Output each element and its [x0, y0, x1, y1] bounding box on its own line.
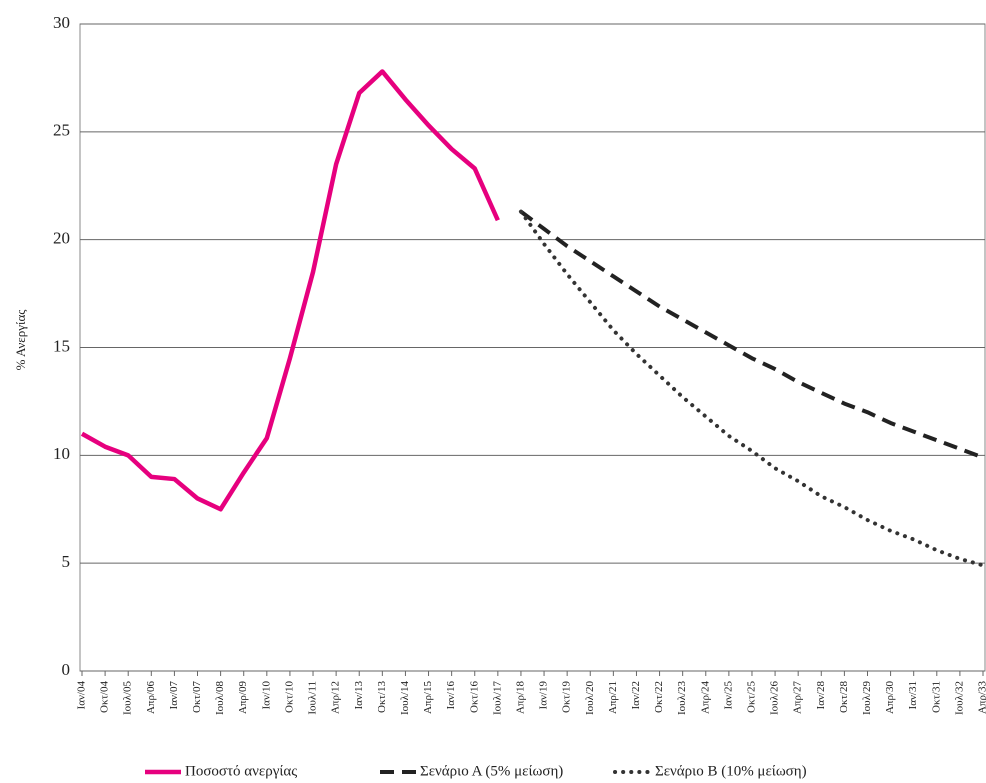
x-tick-label: Ιαν/25	[722, 681, 734, 710]
y-axis-label: % Ανεργίας	[13, 309, 28, 371]
x-tick-label: Ιαν/22	[630, 681, 642, 709]
x-tick-label: Απρ/18	[514, 681, 526, 715]
x-tick-label: Ιουλ/11	[307, 681, 319, 715]
x-tick-label: Ιαν/31	[907, 681, 919, 709]
x-tick-label: Απρ/30	[884, 681, 896, 715]
legend-label: Ποσοστό ανεργίας	[185, 763, 297, 779]
x-tick-label: Ιαν/10	[260, 681, 272, 710]
x-tick-label: Απρ/06	[145, 681, 157, 715]
series-line	[518, 209, 985, 568]
legend-label: Σενάριο Β (10% μείωση)	[655, 763, 807, 779]
x-tick-label: Ιαν/16	[445, 681, 457, 710]
x-tick-label: Ιαν/19	[538, 681, 550, 710]
x-tick-label: Ιαν/13	[353, 681, 365, 710]
x-tick-label: Οκτ/22	[653, 681, 665, 713]
x-tick-label: Οκτ/04	[99, 681, 111, 713]
x-tick-label: Απρ/27	[792, 681, 804, 715]
x-tick-label: Οκτ/16	[468, 681, 480, 713]
x-tick-label: Ιουλ/05	[122, 681, 134, 715]
y-tick-label: 30	[53, 13, 70, 32]
x-tick-label: Απρ/15	[422, 681, 434, 715]
x-tick-label: Απρ/09	[237, 681, 249, 715]
x-tick-label: Οκτ/19	[561, 681, 573, 713]
x-tick-label: Οκτ/25	[746, 681, 758, 713]
x-tick-label: Οκτ/10	[283, 681, 295, 713]
x-tick-label: Ιαν/28	[815, 681, 827, 710]
x-tick-label: Ιουλ/23	[676, 681, 688, 715]
y-tick-label: 15	[53, 336, 70, 355]
x-tick-label: Οκτ/28	[838, 681, 850, 713]
x-tick-label: Ιουλ/32	[953, 681, 965, 715]
y-tick-label: 20	[53, 229, 70, 248]
x-tick-label: Απρ/12	[330, 681, 342, 714]
x-tick-label: Ιουλ/14	[399, 681, 411, 715]
x-tick-label: Ιουλ/08	[214, 681, 226, 715]
y-tick-label: 10	[53, 444, 70, 463]
series-line	[80, 69, 500, 512]
x-tick-label: Ιαν/04	[76, 681, 88, 710]
x-tick-label: Απρ/33	[977, 681, 986, 715]
x-tick-label: Οκτ/13	[376, 681, 388, 713]
x-tick-label: Απρ/21	[607, 681, 619, 714]
x-tick-label: Ιουλ/20	[584, 681, 596, 715]
series-line	[519, 210, 984, 460]
x-tick-label: Απρ/24	[699, 681, 711, 715]
legend-label: Σενάριο Α (5% μείωση)	[420, 763, 563, 779]
x-tick-label: Ιουλ/17	[491, 681, 503, 715]
y-tick-label: 5	[62, 552, 71, 571]
y-tick-label: 0	[62, 660, 71, 679]
y-tick-label: 25	[53, 121, 70, 140]
x-tick-label: Ιουλ/26	[769, 681, 781, 715]
x-tick-label: Οκτ/31	[930, 681, 942, 713]
x-tick-label: Ιαν/07	[168, 681, 180, 710]
x-tick-label: Ιουλ/29	[861, 681, 873, 715]
x-tick-label: Οκτ/07	[191, 681, 203, 713]
